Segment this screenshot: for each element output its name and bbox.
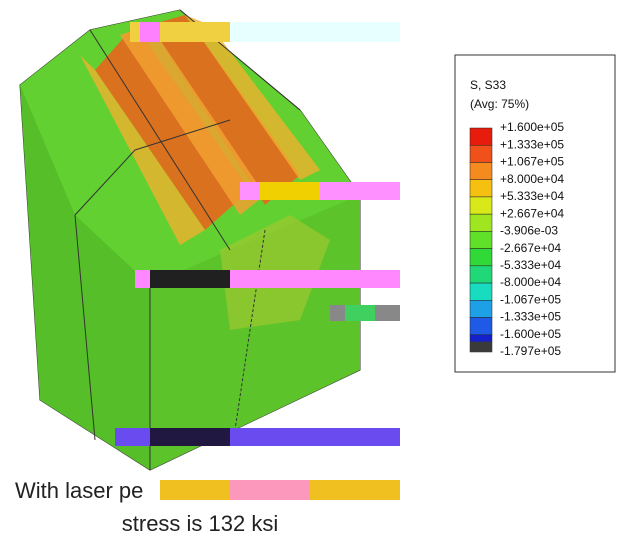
color-swatch xyxy=(470,197,492,214)
color-swatch xyxy=(470,266,492,283)
legend-label: -3.906e-03 xyxy=(500,224,558,238)
caption-line: With laser pe xyxy=(15,478,143,503)
legend-label: -1.797e+05 xyxy=(500,344,561,358)
legend-subtitle: (Avg: 75%) xyxy=(470,97,529,111)
legend-label: +2.667e+04 xyxy=(500,206,564,220)
legend-label: -2.667e+04 xyxy=(500,241,561,255)
color-swatch xyxy=(470,249,492,266)
color-swatch xyxy=(470,300,492,317)
page: {"legend": {"title": "S, S33", "subtitle… xyxy=(0,0,635,545)
legend-label: -8.000e+04 xyxy=(500,275,561,289)
legend-label: -1.600e+05 xyxy=(500,327,561,341)
color-swatch xyxy=(470,162,492,179)
color-swatch xyxy=(470,145,492,162)
figure: S, S33 (Avg: 75%) +1.600e+05 +1.333e+05 +1… xyxy=(0,0,635,545)
legend-label: -1.067e+05 xyxy=(500,292,561,306)
legend-label: +1.067e+05 xyxy=(500,155,564,169)
legend: S, S33 (Avg: 75%) +1.600e+05 +1.333e+05 +1… xyxy=(455,55,615,372)
legend-label: +1.600e+05 xyxy=(500,120,564,134)
legend-label: +5.333e+04 xyxy=(500,189,564,203)
legend-label: -1.333e+05 xyxy=(500,310,561,324)
legend-title: S, S33 xyxy=(470,78,506,92)
model xyxy=(20,10,360,470)
color-swatch xyxy=(470,128,492,145)
color-swatch xyxy=(470,318,492,335)
caption-line: stress is 132 ksi xyxy=(122,511,279,536)
legend-label: +1.333e+05 xyxy=(500,137,564,151)
color-swatch xyxy=(470,342,492,352)
legend-label: +8.000e+04 xyxy=(500,172,564,186)
legend-label: -5.333e+04 xyxy=(500,258,561,272)
color-swatch xyxy=(470,283,492,300)
color-swatch xyxy=(470,231,492,248)
color-swatch xyxy=(470,214,492,231)
color-swatch xyxy=(470,180,492,197)
